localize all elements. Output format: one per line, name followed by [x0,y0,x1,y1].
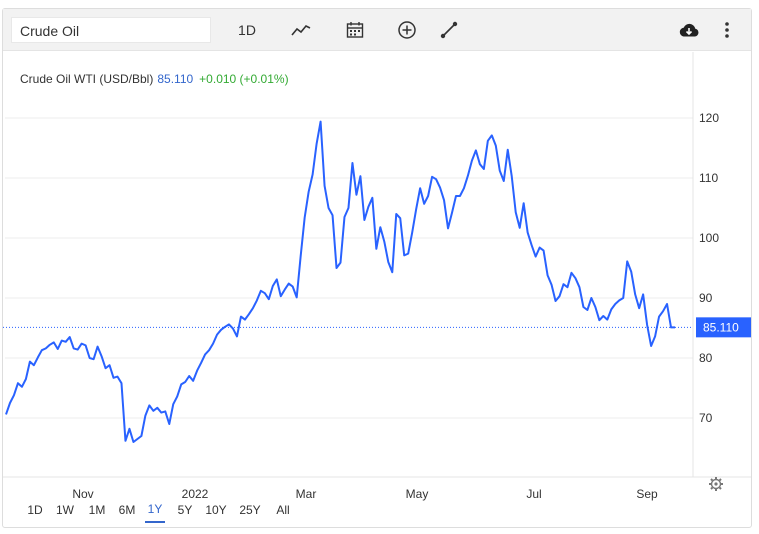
legend-price: 85.110 [157,72,193,86]
y-tick-label: 90 [699,291,713,305]
draw-line-icon[interactable] [435,17,463,43]
x-axis: Nov 2022 Mar May Jul Sep [72,487,658,501]
price-series-line [5,120,676,443]
y-tick-label: 110 [699,171,718,185]
y-tick-label: 100 [699,231,719,245]
x-tick-label: 2022 [182,487,209,501]
x-tick-label: Jul [526,487,541,501]
range-button-1m[interactable]: 1M [88,503,106,517]
price-chart[interactable]: 70 80 90 100 110 120 Nov 2022 Mar May Jul Sep Crud… [3,52,752,502]
legend-name: Crude Oil WTI (USD/Bbl) [20,72,153,86]
x-tick-label: Sep [636,487,658,501]
grid-lines [3,52,751,478]
calendar-icon[interactable] [341,17,369,43]
range-button-25y[interactable]: 25Y [239,503,261,517]
more-vertical-icon[interactable] [713,17,741,43]
range-button-6m[interactable]: 6M [118,503,136,517]
symbol-search-input[interactable]: Crude Oil [11,17,211,43]
range-button-1y[interactable]: 1Y [145,497,165,523]
x-tick-label: May [406,487,429,501]
legend-change: +0.010 (+0.01%) [199,72,288,86]
x-tick-label: Mar [296,487,317,501]
legend: Crude Oil WTI (USD/Bbl) 85.110 +0.010 (+0.… [20,72,289,86]
interval-button[interactable]: 1D [238,22,256,38]
chart-widget: Crude Oil 1D 70 80 90 100 110 120 Nov 2022 Mar M… [2,8,752,528]
line-chart-icon[interactable] [287,17,315,43]
y-tick-label: 80 [699,351,713,365]
range-selector: 1D 1W 1M 6M 1Y 5Y 10Y 25Y All [3,497,751,527]
y-tick-label: 120 [699,111,719,125]
range-button-1d[interactable]: 1D [27,503,43,517]
last-price-label: 85.110 [703,320,739,334]
range-button-all[interactable]: All [276,503,290,517]
y-axis: 70 80 90 100 110 120 [699,111,719,425]
range-button-1w[interactable]: 1W [56,503,74,517]
x-tick-label: Nov [72,487,93,501]
toolbar: Crude Oil 1D [3,9,751,51]
y-tick-label: 70 [699,411,713,425]
range-button-5y[interactable]: 5Y [177,503,193,517]
last-price-tag: 85.110 [696,317,752,338]
settings-gear-icon[interactable] [709,477,723,491]
range-button-10y[interactable]: 10Y [205,503,227,517]
chart-area[interactable]: 70 80 90 100 110 120 Nov 2022 Mar May Jul Sep Crud… [3,52,752,502]
add-compare-icon[interactable] [393,17,421,43]
download-cloud-icon[interactable] [675,17,703,43]
